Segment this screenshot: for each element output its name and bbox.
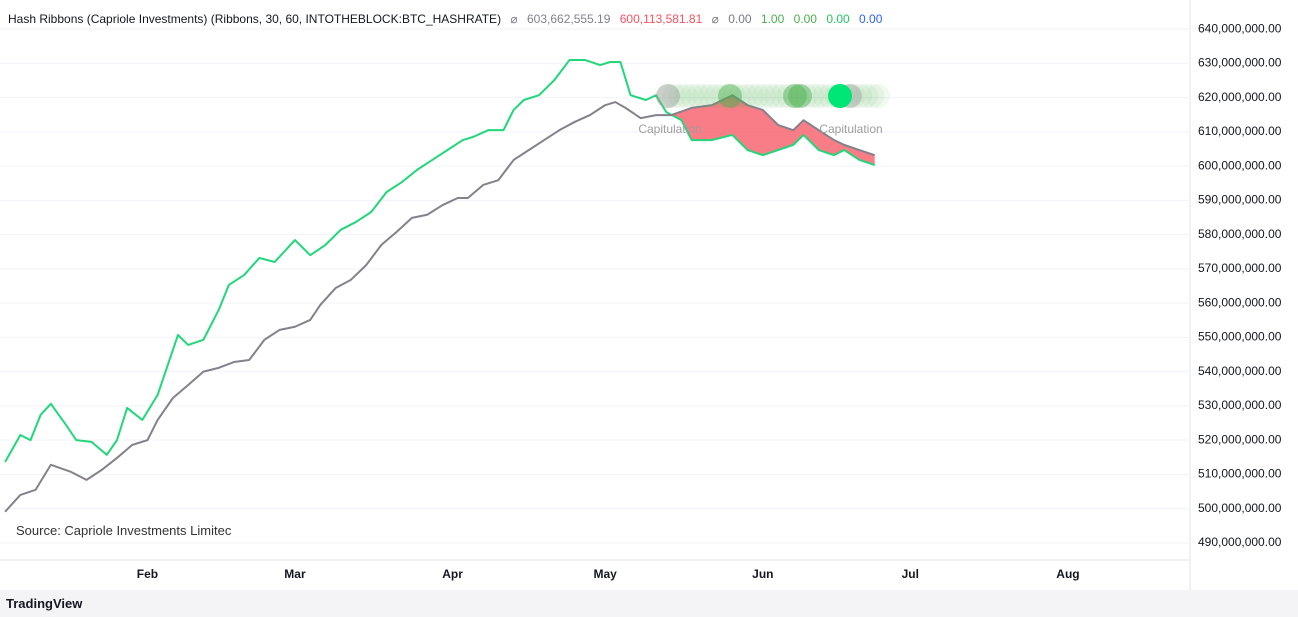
- x-tick-label: May: [593, 567, 617, 581]
- y-tick-label: 610,000,000.00: [1198, 124, 1282, 138]
- y-tick-label: 580,000,000.00: [1198, 227, 1282, 241]
- header-value: 603,662,555.19: [526, 12, 611, 26]
- y-tick-label: 630,000,000.00: [1198, 56, 1282, 70]
- x-tick-label: Feb: [137, 567, 158, 581]
- ribbon-dot: [746, 84, 770, 108]
- y-tick-label: 500,000,000.00: [1198, 501, 1282, 515]
- y-tick-label: 620,000,000.00: [1198, 90, 1282, 104]
- header-value: 0.00: [728, 12, 752, 26]
- ribbon-dot: [680, 84, 704, 108]
- ribbon-dot: [800, 84, 824, 108]
- y-tick-label: 640,000,000.00: [1198, 21, 1282, 35]
- x-tick-label: Jun: [752, 567, 773, 581]
- ribbon-dot: [770, 84, 794, 108]
- y-tick-label: 530,000,000.00: [1198, 398, 1282, 412]
- y-tick-label: 590,000,000.00: [1198, 193, 1282, 207]
- ribbon-dot: [674, 84, 698, 108]
- ribbon-dot: [848, 84, 872, 108]
- y-tick-label: 570,000,000.00: [1198, 261, 1282, 275]
- ribbon-dot: [704, 84, 728, 108]
- ribbon-dot: [686, 84, 710, 108]
- ribbon-dot: [752, 84, 776, 108]
- header-symbol: ⌀: [510, 12, 518, 26]
- header-value: 0.00: [826, 12, 850, 26]
- ribbon-dot: [758, 84, 782, 108]
- y-tick-label: 560,000,000.00: [1198, 295, 1282, 309]
- header-value: 1.00: [760, 12, 785, 26]
- x-tick-label: Aug: [1056, 567, 1079, 581]
- header-symbol: ⌀: [711, 12, 719, 26]
- ribbon-dot: [794, 84, 818, 108]
- header-title: Hash Ribbons (Capriole Investments) (Rib…: [8, 12, 502, 26]
- ribbon-dot: [668, 84, 692, 108]
- ribbon-dot: [662, 84, 686, 108]
- annotation: Capitulation: [819, 122, 882, 136]
- y-tick-label: 520,000,000.00: [1198, 432, 1282, 446]
- capitulation-fill: [666, 95, 875, 166]
- source: Source: Capriole Investments Limitec: [8, 519, 240, 542]
- ribbon-dot: [656, 84, 680, 108]
- ribbon-signal: [783, 84, 807, 108]
- ribbon-dot: [788, 84, 812, 108]
- ribbon-signal: [718, 84, 742, 108]
- series-line: [4, 94, 876, 513]
- brand: TradingView: [6, 596, 83, 611]
- ribbon-signal: [788, 84, 812, 108]
- y-tick-label: 600,000,000.00: [1198, 158, 1282, 172]
- ribbon-dot: [734, 84, 758, 108]
- ribbon-dot: [716, 84, 740, 108]
- ribbon-dot: [710, 84, 734, 108]
- ribbon-signal: [828, 84, 852, 108]
- x-tick-label: Jul: [902, 567, 919, 581]
- ribbon-dot: [806, 84, 830, 108]
- legend-header: Hash Ribbons (Capriole Investments) (Rib…: [8, 12, 888, 26]
- ribbon-dot: [782, 84, 806, 108]
- header-value: 0.00: [793, 12, 817, 26]
- ribbon-signal: [656, 84, 680, 108]
- x-tick-label: Mar: [284, 567, 306, 581]
- chart: 490,000,000.00 500,000,000.00 510,000,000.…: [0, 0, 1282, 590]
- footer: [0, 590, 1298, 617]
- ribbon-dot: [860, 84, 884, 108]
- series-line: [4, 58, 876, 463]
- ribbon-dot: [776, 84, 800, 108]
- ribbon-dot: [698, 84, 722, 108]
- ribbon: [656, 84, 890, 108]
- annotation: Capitulation: [638, 122, 701, 136]
- ribbon-dot: [866, 84, 890, 108]
- header-value: 0.00: [859, 12, 883, 26]
- ribbon-dot: [764, 84, 788, 108]
- ribbon-dot: [740, 84, 764, 108]
- header-value: 600,113,581.81: [619, 12, 703, 26]
- y-tick-label: 550,000,000.00: [1198, 330, 1282, 344]
- ribbon-dot: [722, 84, 746, 108]
- y-tick-label: 490,000,000.00: [1198, 535, 1282, 549]
- y-tick-label: 510,000,000.00: [1198, 467, 1282, 481]
- ribbon-dot: [692, 84, 716, 108]
- x-tick-label: Apr: [442, 567, 463, 581]
- y-tick-label: 540,000,000.00: [1198, 364, 1282, 378]
- ribbon-dot: [728, 84, 752, 108]
- ribbon-dot: [854, 84, 878, 108]
